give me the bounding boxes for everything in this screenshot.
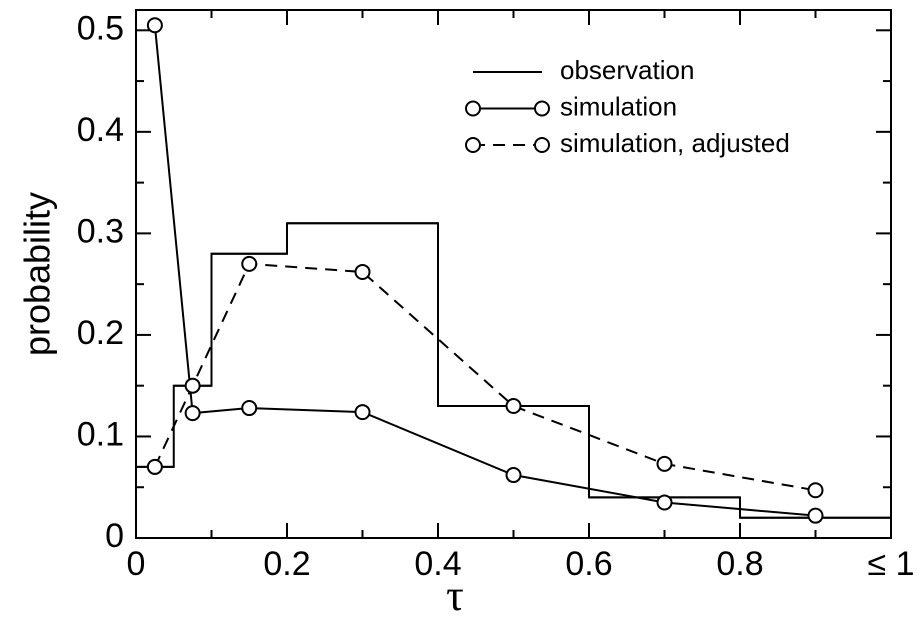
y-axis-label: probability [17,192,58,356]
point [807,507,824,524]
point [241,400,258,417]
y-tick-label: 0.1 [77,415,124,453]
legend-marker [534,137,550,153]
series-line [153,25,816,517]
point [505,398,522,414]
legend-label: simulation [560,91,677,121]
legend-marker [465,100,481,117]
x-tick-label: 0.6 [565,545,612,583]
point [354,404,371,421]
legend-marker [534,100,550,117]
point [146,17,163,34]
legend-label: observation [560,55,694,85]
x-tick-label: ≤ 1 [867,545,914,583]
y-tick-label: 0.3 [77,212,124,250]
point [656,455,673,472]
x-tick-label: 0.4 [414,545,461,583]
y-tick-label: 0 [105,517,124,555]
point [241,255,258,272]
point [807,482,824,499]
point [184,405,201,422]
point [505,467,522,484]
point [656,494,673,511]
y-tick-label: 0.4 [77,111,124,149]
x-tick-label: 0.8 [716,545,763,583]
x-axis-label: τ [446,571,464,618]
x-tick-label: 0.2 [263,545,310,583]
point [354,263,371,280]
series-line [153,262,816,492]
point [184,377,201,394]
y-tick-label: 0.2 [77,314,124,352]
x-tick-label: 0 [127,545,146,583]
plot-frame [135,9,892,539]
point [146,458,163,475]
legend-marker [465,137,481,153]
legend-label: simulation, adjusted [560,128,790,158]
step-line [136,222,891,519]
y-tick-label: 0.5 [77,9,124,47]
